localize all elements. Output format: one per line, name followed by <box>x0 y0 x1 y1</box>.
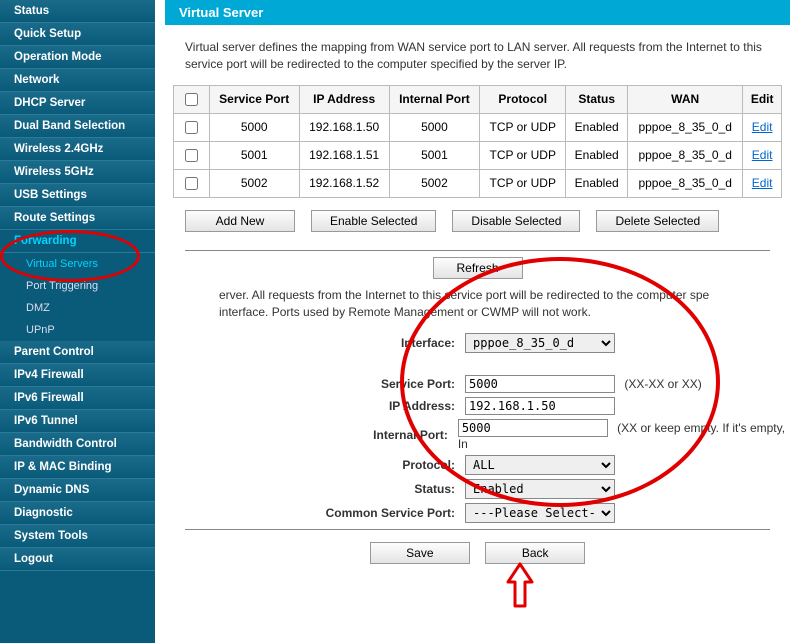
sidebar-item-dynamic-dns[interactable]: Dynamic DNS <box>0 479 155 502</box>
sidebar-item-route-settings[interactable]: Route Settings <box>0 207 155 230</box>
sidebar-item-logout[interactable]: Logout <box>0 548 155 571</box>
cell-protocol: TCP or UDP <box>480 141 566 169</box>
service-port-hint: (XX-XX or XX) <box>624 377 701 391</box>
sidebar-item-diagnostic[interactable]: Diagnostic <box>0 502 155 525</box>
sidebar: StatusQuick SetupOperation ModeNetworkDH… <box>0 0 155 643</box>
protocol-label: Protocol: <box>165 458 465 472</box>
sidebar-item-ipv4-firewall[interactable]: IPv4 Firewall <box>0 364 155 387</box>
cell-service_port: 5002 <box>209 169 299 197</box>
service-port-label: Service Port: <box>165 377 465 391</box>
cell-wan: pppoe_8_35_0_d <box>628 141 743 169</box>
sidebar-item-quick-setup[interactable]: Quick Setup <box>0 23 155 46</box>
interface-select[interactable]: pppoe_8_35_0_d <box>465 333 615 353</box>
row-checkbox[interactable] <box>185 149 198 162</box>
edit-link[interactable]: Edit <box>752 148 773 162</box>
delete-selected-button[interactable]: Delete Selected <box>596 210 719 232</box>
refresh-button[interactable]: Refresh <box>433 257 523 279</box>
internal-port-input[interactable] <box>458 419 608 437</box>
col-edit: Edit <box>743 85 782 113</box>
table-row: 5001192.168.1.515001TCP or UDPEnabledppp… <box>174 141 782 169</box>
sidebar-sub-virtual-servers[interactable]: Virtual Servers <box>0 253 155 275</box>
sidebar-sub-dmz[interactable]: DMZ <box>0 297 155 319</box>
sidebar-item-forwarding[interactable]: Forwarding <box>0 230 155 253</box>
protocol-select[interactable]: ALL <box>465 455 615 475</box>
sidebar-item-ip-mac-binding[interactable]: IP & MAC Binding <box>0 456 155 479</box>
interface-label: Interface: <box>165 336 465 350</box>
status-label: Status: <box>165 482 465 496</box>
sidebar-item-ipv6-firewall[interactable]: IPv6 Firewall <box>0 387 155 410</box>
main-content: Virtual Server Virtual server defines th… <box>155 0 800 643</box>
disable-selected-button[interactable]: Disable Selected <box>452 210 580 232</box>
cell-internal_port: 5002 <box>389 169 480 197</box>
sidebar-item-operation-mode[interactable]: Operation Mode <box>0 46 155 69</box>
cell-service_port: 5001 <box>209 141 299 169</box>
col-protocol: Protocol <box>480 85 566 113</box>
form-description: erver. All requests from the Internet to… <box>165 287 790 330</box>
common-service-port-select[interactable]: ---Please Select--- <box>465 503 615 523</box>
enable-selected-button[interactable]: Enable Selected <box>311 210 436 232</box>
sidebar-item-usb-settings[interactable]: USB Settings <box>0 184 155 207</box>
page-title: Virtual Server <box>165 0 790 25</box>
sidebar-item-status[interactable]: Status <box>0 0 155 23</box>
sidebar-item-network[interactable]: Network <box>0 69 155 92</box>
sidebar-item-wireless-5ghz[interactable]: Wireless 5GHz <box>0 161 155 184</box>
cell-internal_port: 5000 <box>389 113 480 141</box>
cell-ip: 192.168.1.50 <box>299 113 389 141</box>
col-wan: WAN <box>628 85 743 113</box>
cell-wan: pppoe_8_35_0_d <box>628 113 743 141</box>
service-port-input[interactable] <box>465 375 615 393</box>
col-internal-port: Internal Port <box>389 85 480 113</box>
page-description: Virtual server defines the mapping from … <box>165 39 790 85</box>
cell-service_port: 5000 <box>209 113 299 141</box>
virtual-server-table: Service PortIP AddressInternal PortProto… <box>173 85 782 198</box>
sidebar-item-dual-band-selection[interactable]: Dual Band Selection <box>0 115 155 138</box>
save-button[interactable]: Save <box>370 542 470 564</box>
cell-status: Enabled <box>566 169 628 197</box>
sidebar-sub-upnp[interactable]: UPnP <box>0 319 155 341</box>
row-checkbox[interactable] <box>185 177 198 190</box>
cell-protocol: TCP or UDP <box>480 113 566 141</box>
cell-status: Enabled <box>566 113 628 141</box>
sidebar-item-wireless-2-4ghz[interactable]: Wireless 2.4GHz <box>0 138 155 161</box>
table-buttons: Add New Enable Selected Disable Selected… <box>165 198 790 244</box>
select-all-checkbox[interactable] <box>185 93 198 106</box>
add-new-button[interactable]: Add New <box>185 210 295 232</box>
col-service-port: Service Port <box>209 85 299 113</box>
cell-wan: pppoe_8_35_0_d <box>628 169 743 197</box>
sidebar-item-bandwidth-control[interactable]: Bandwidth Control <box>0 433 155 456</box>
sidebar-item-dhcp-server[interactable]: DHCP Server <box>0 92 155 115</box>
cell-internal_port: 5001 <box>389 141 480 169</box>
sidebar-item-system-tools[interactable]: System Tools <box>0 525 155 548</box>
internal-port-label: Internal Port: <box>165 428 458 442</box>
cell-ip: 192.168.1.52 <box>299 169 389 197</box>
edit-link[interactable]: Edit <box>752 120 773 134</box>
ip-address-input[interactable] <box>465 397 615 415</box>
status-select[interactable]: Enabled <box>465 479 615 499</box>
sidebar-item-parent-control[interactable]: Parent Control <box>0 341 155 364</box>
ip-address-label: IP Address: <box>165 399 465 413</box>
cell-status: Enabled <box>566 141 628 169</box>
edit-link[interactable]: Edit <box>752 176 773 190</box>
back-button[interactable]: Back <box>485 542 585 564</box>
sidebar-sub-port-triggering[interactable]: Port Triggering <box>0 275 155 297</box>
cell-ip: 192.168.1.51 <box>299 141 389 169</box>
cell-protocol: TCP or UDP <box>480 169 566 197</box>
table-row: 5000192.168.1.505000TCP or UDPEnabledppp… <box>174 113 782 141</box>
table-row: 5002192.168.1.525002TCP or UDPEnabledppp… <box>174 169 782 197</box>
common-service-port-label: Common Service Port: <box>165 506 465 520</box>
separator <box>185 250 770 251</box>
col-status: Status <box>566 85 628 113</box>
col-ip-address: IP Address <box>299 85 389 113</box>
separator-2 <box>185 529 770 530</box>
sidebar-item-ipv6-tunnel[interactable]: IPv6 Tunnel <box>0 410 155 433</box>
row-checkbox[interactable] <box>185 121 198 134</box>
